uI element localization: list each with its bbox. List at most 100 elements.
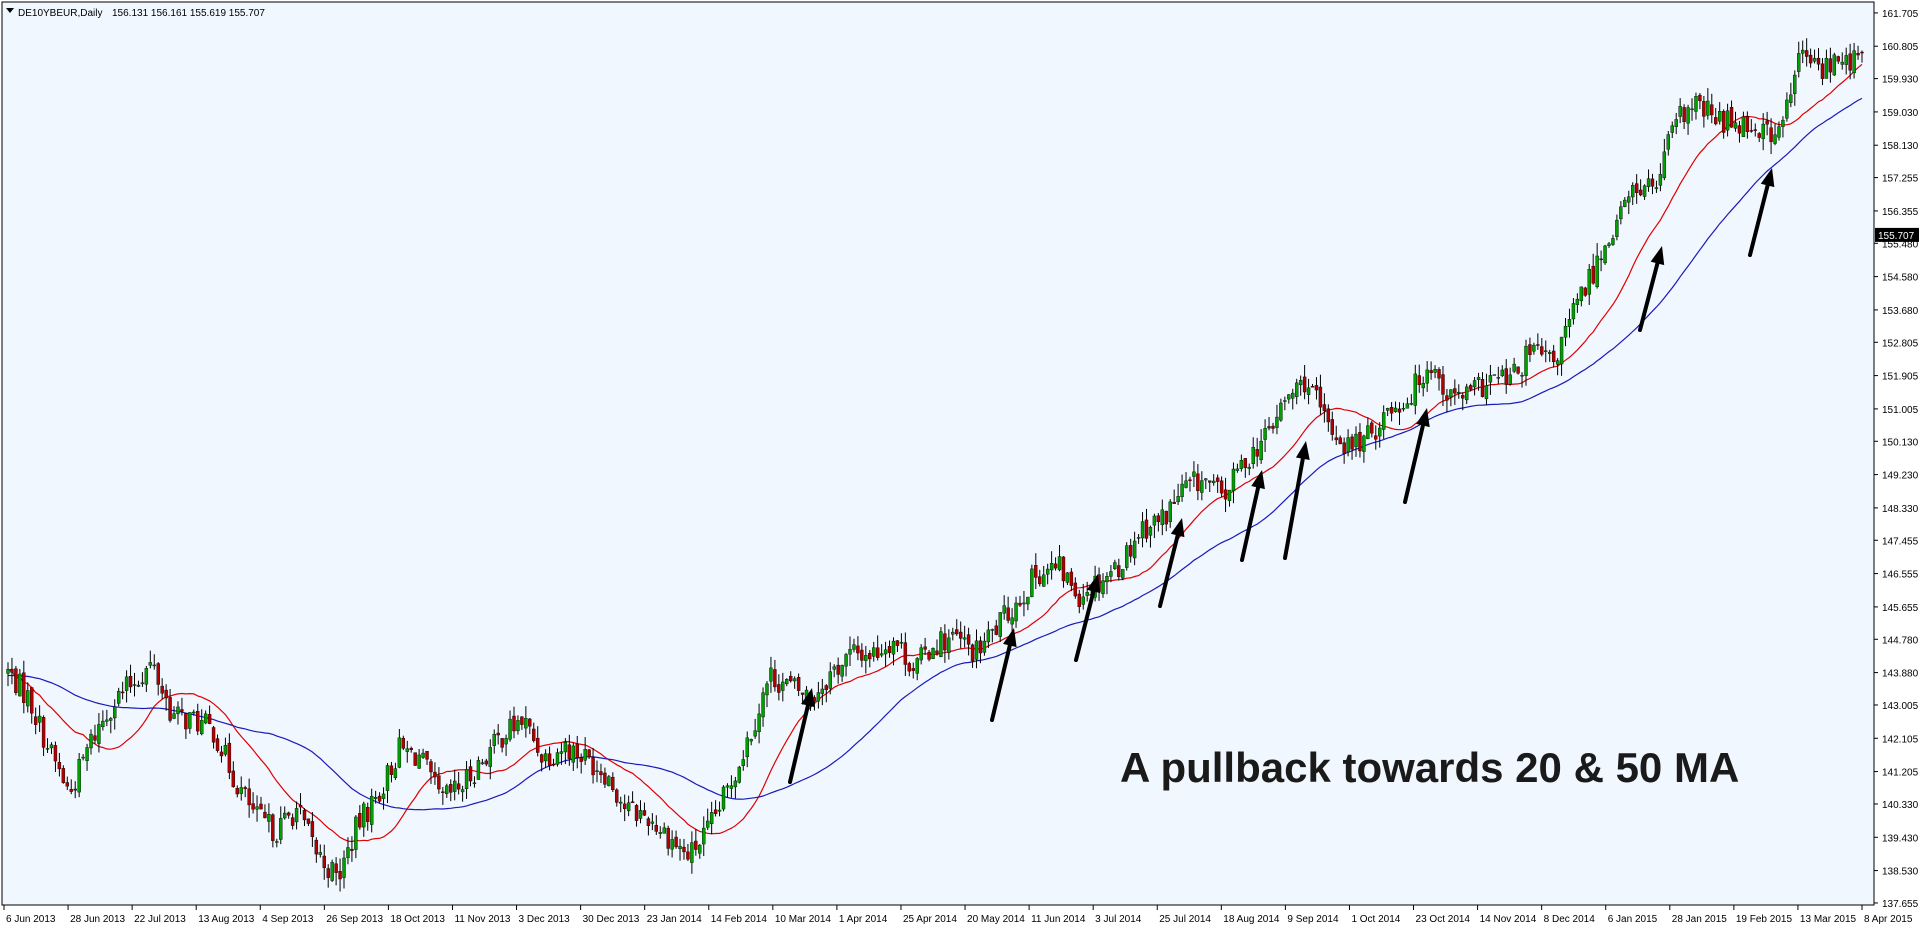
candle-body xyxy=(607,776,611,787)
candle-body xyxy=(1215,477,1220,482)
candle-body xyxy=(579,757,583,762)
candle-body xyxy=(781,681,785,691)
candle-body xyxy=(1330,419,1334,435)
candle-body xyxy=(1409,403,1414,405)
candle-body xyxy=(334,863,338,873)
candle-body xyxy=(717,809,722,812)
x-tick-label: 3 Jul 2014 xyxy=(1095,914,1142,925)
y-tick-label: 155.480 xyxy=(1882,239,1919,250)
candle-body xyxy=(1196,473,1200,492)
candle-body xyxy=(283,812,287,819)
candle-body xyxy=(777,684,781,693)
candle-body xyxy=(1670,125,1674,133)
candle-body xyxy=(1840,61,1844,65)
candle-body xyxy=(1690,108,1694,111)
candle-body xyxy=(737,766,742,783)
candle-body xyxy=(1030,568,1034,597)
candle-body xyxy=(1678,106,1682,117)
candle-body xyxy=(891,640,896,655)
candle-body xyxy=(1638,189,1643,196)
candle-body xyxy=(1306,387,1311,395)
candle-body xyxy=(654,824,659,832)
candle-body xyxy=(105,719,109,722)
candle-body xyxy=(22,672,26,704)
moving-averages xyxy=(7,63,1863,843)
candle-body xyxy=(1555,360,1560,365)
candle-body xyxy=(298,804,303,808)
candle-body xyxy=(1492,374,1497,376)
candle-body xyxy=(852,644,856,650)
candle-body xyxy=(903,642,908,665)
arrow-shaft xyxy=(1638,261,1660,332)
candle-body xyxy=(911,668,915,671)
candle-body xyxy=(338,871,342,880)
candle-body xyxy=(1279,402,1283,421)
candle-body xyxy=(496,732,500,736)
candle-body xyxy=(642,810,647,816)
candle-body xyxy=(974,640,979,660)
candle-body xyxy=(192,711,196,714)
candle-body xyxy=(1085,592,1089,596)
candle-body xyxy=(1860,51,1864,54)
candle-body xyxy=(1243,458,1248,468)
candle-body xyxy=(1425,369,1429,384)
arrow-shaft xyxy=(1240,485,1261,562)
candle-body xyxy=(1575,298,1580,305)
candle-body xyxy=(599,771,603,776)
candle-body xyxy=(136,684,141,687)
candle-body xyxy=(682,846,686,853)
candle-body xyxy=(10,668,14,673)
candle-body xyxy=(1666,134,1670,150)
x-tick-label: 23 Oct 2014 xyxy=(1416,914,1471,925)
candle-body xyxy=(1326,408,1331,423)
candle-body xyxy=(1650,178,1655,187)
candle-body xyxy=(14,668,18,694)
candle-body xyxy=(1164,510,1168,525)
candle-body xyxy=(1516,366,1520,374)
candle-body xyxy=(1599,258,1603,261)
ma-line-20 xyxy=(7,63,1863,843)
candle-body xyxy=(1627,196,1631,203)
candle-body xyxy=(820,688,825,694)
candle-body xyxy=(895,640,900,646)
candle-body xyxy=(1710,104,1714,116)
y-tick-label: 137.655 xyxy=(1882,899,1919,910)
candle-body xyxy=(626,802,631,812)
candle-body xyxy=(1646,178,1651,188)
candle-body xyxy=(362,803,366,828)
candle-body xyxy=(1595,255,1599,288)
candle-body xyxy=(1045,568,1050,575)
plot-area[interactable] xyxy=(1,1,1875,906)
y-tick-label: 161.705 xyxy=(1882,9,1919,20)
chevron-down-icon[interactable] xyxy=(6,8,14,13)
candle-body xyxy=(615,789,619,803)
candle-body xyxy=(152,664,156,667)
candle-body xyxy=(1488,375,1493,383)
candle-body xyxy=(761,692,765,718)
y-tick-label: 143.005 xyxy=(1882,701,1919,712)
candle-body xyxy=(824,685,828,691)
candle-body xyxy=(1852,50,1856,74)
candle-body xyxy=(69,789,73,792)
candle-body xyxy=(1765,120,1769,125)
candle-body xyxy=(30,687,34,714)
candle-body xyxy=(227,742,232,773)
arrow-shaft xyxy=(990,643,1012,722)
arrow-shaft xyxy=(788,703,810,784)
candle-body xyxy=(421,752,425,758)
x-tick-label: 9 Sep 2014 xyxy=(1287,914,1339,925)
candle-body xyxy=(907,663,912,672)
candle-body xyxy=(721,786,726,810)
candle-body xyxy=(33,716,38,725)
candle-body xyxy=(1844,55,1848,65)
candle-body xyxy=(836,664,840,675)
y-axis: 161.705 160.805 159.930 159.030 158.130 157.2… xyxy=(1874,9,1919,910)
annotation-text: A pullback towards 20 & 50 MA xyxy=(1120,744,1739,791)
candle-body xyxy=(1702,101,1706,117)
x-tick-label: 25 Jul 2014 xyxy=(1159,914,1211,925)
candle-body xyxy=(1445,395,1449,401)
x-tick-label: 28 Jun 2013 xyxy=(70,914,125,925)
candle-body xyxy=(686,851,690,860)
candle-body xyxy=(200,720,204,735)
